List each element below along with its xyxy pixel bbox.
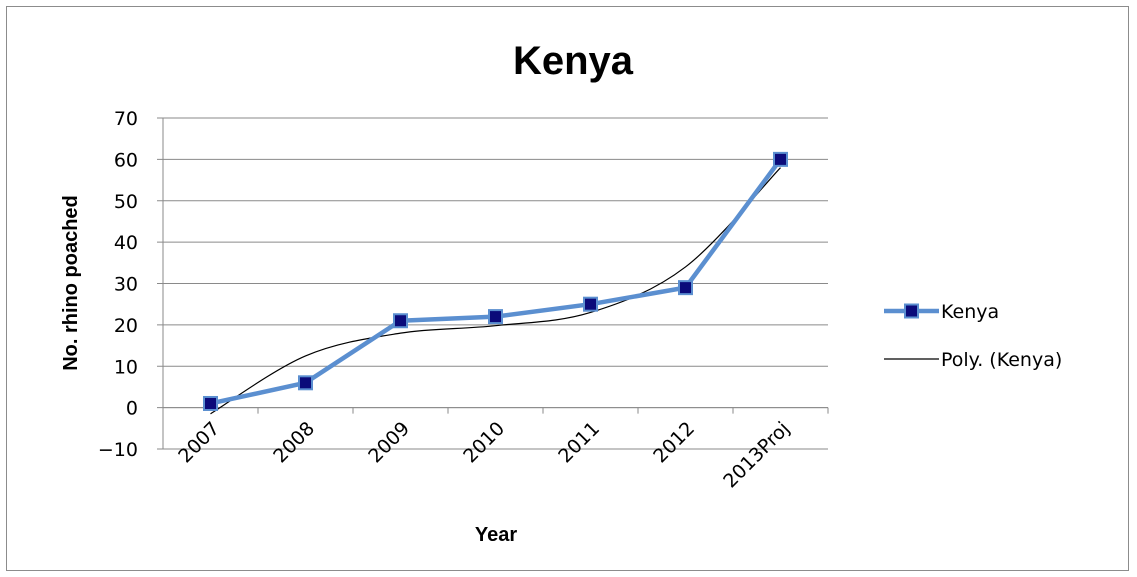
x-axis-title: Year [475, 524, 517, 546]
x-tick-label: 2009 [364, 418, 414, 468]
series-line-kenya [210, 158, 783, 406]
x-tick-label: 2011 [554, 418, 604, 468]
chart-title: Kenya [513, 39, 634, 83]
legend-label-poly-kenya: Poly. (Kenya) [941, 349, 1062, 371]
x-tick-label: 2013Proj [719, 418, 794, 493]
x-axis-ticks: 2007 2008 2009 2010 2011 2012 2013Proj [174, 418, 794, 493]
data-point-kenya [298, 375, 313, 391]
data-point-kenya [583, 296, 598, 312]
data-point-kenya [488, 309, 503, 325]
data-point-kenya [393, 313, 408, 329]
x-tick-label: 2008 [269, 418, 319, 468]
data-point-kenya [773, 151, 788, 167]
legend-marker-kenya [904, 303, 919, 319]
y-axis-title: No. rhino poached [60, 195, 82, 371]
y-tick-label: 60 [114, 149, 138, 171]
data-point-kenya [203, 395, 218, 411]
y-axis-ticks: −10 0 10 20 30 40 50 60 70 [98, 108, 138, 461]
gridlines [157, 117, 829, 450]
y-tick-label: 30 [114, 274, 138, 296]
y-tick-label: 10 [114, 356, 138, 378]
y-tick-label: 50 [114, 191, 138, 213]
y-tick-label: −10 [98, 439, 138, 461]
legend: Kenya Poly. (Kenya) [884, 301, 1062, 371]
x-tick-label: 2012 [649, 418, 699, 468]
y-tick-label: 40 [114, 232, 138, 254]
y-tick-label: 20 [114, 315, 138, 337]
legend-label-kenya: Kenya [941, 301, 999, 323]
data-point-kenya [678, 280, 693, 296]
chart-frame [6, 6, 1129, 571]
y-tick-label: 0 [126, 398, 138, 420]
series-layer [203, 151, 788, 415]
y-tick-label: 70 [114, 108, 138, 130]
x-tick-label: 2010 [459, 418, 509, 468]
series-line-poly-kenya [210, 167, 781, 415]
x-tick-label: 2007 [174, 418, 224, 468]
